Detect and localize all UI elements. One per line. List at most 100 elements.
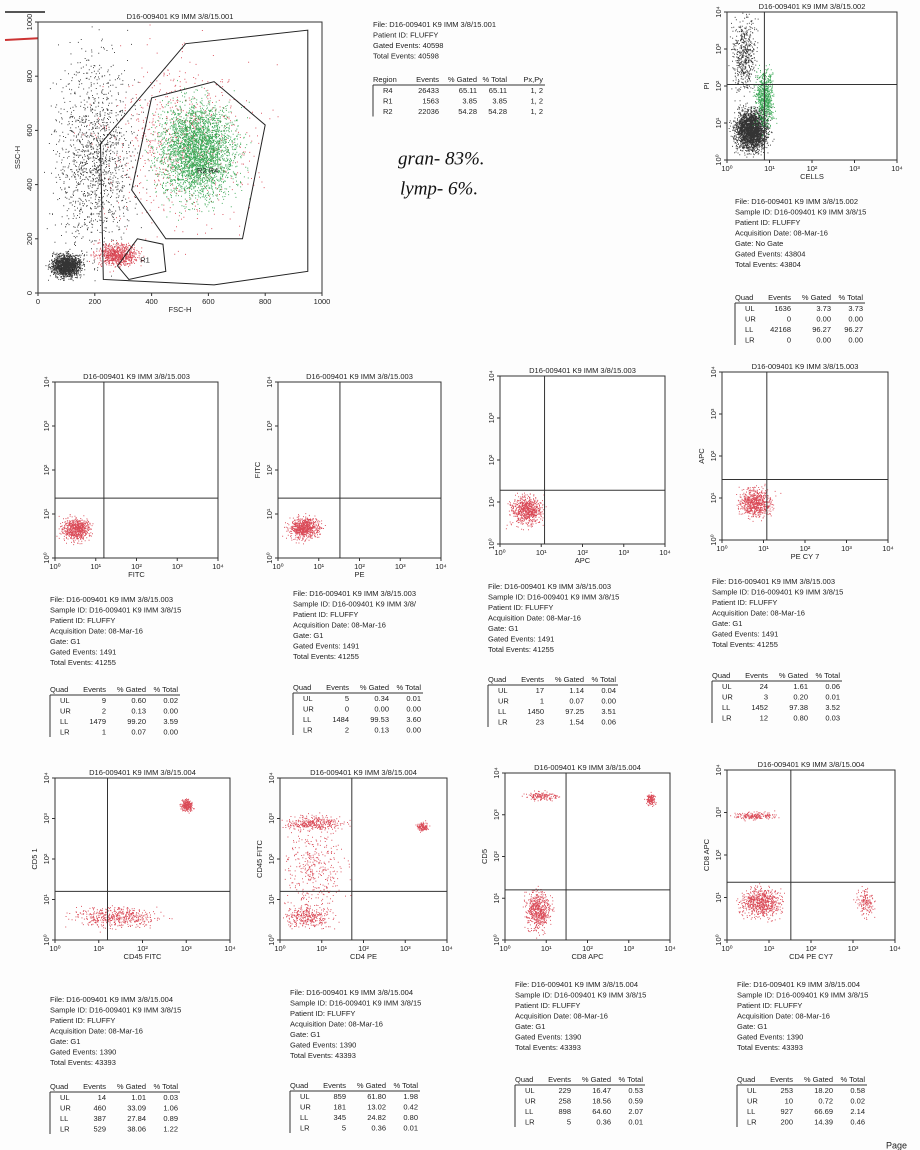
table-cell: 13.02: [367, 1102, 386, 1111]
x-tick-label: 10⁰: [49, 944, 60, 953]
table-cell: 0.00: [163, 706, 178, 715]
y-tick-label: 10³: [265, 420, 274, 431]
info-line: Gated Events: 43804: [735, 249, 805, 258]
info-line: Gate: G1: [712, 619, 742, 628]
table-cell: 65.11: [489, 86, 507, 95]
table-cell: 3.85: [462, 96, 477, 105]
table-cell: 64.60: [592, 1107, 611, 1116]
plot-title: D16-009401 K9 IMM 3/8/15.004: [310, 768, 417, 777]
info-line: Gate: G1: [737, 1022, 767, 1031]
table-cell: 3.59: [163, 717, 178, 726]
y-tick-label: 10²: [714, 80, 723, 91]
table-cell: R2: [383, 107, 393, 116]
table-header: % Total: [483, 75, 508, 84]
table-cell: 99.53: [370, 715, 389, 724]
x-tick-label: 10⁴: [889, 944, 901, 953]
table-cell: LL: [303, 715, 311, 724]
table-cell: UL: [60, 696, 70, 705]
table-cell: 927: [780, 1107, 793, 1116]
info-line: Acquisition Date: 08-Mar-16: [515, 1011, 608, 1020]
y-tick-label: 10²: [492, 851, 501, 862]
x-tick-label: 10³: [172, 562, 183, 571]
table-cell: 0.72: [818, 1096, 833, 1105]
info-line: File: D16-009401 K9 IMM 3/8/15.003: [488, 582, 611, 591]
y-axis-label: CD5 1: [30, 848, 39, 869]
table-cell: UL: [498, 686, 508, 695]
table-header: % Gated: [804, 1075, 833, 1084]
info-line: Patient ID: FLUFFY: [735, 218, 800, 227]
x-tick-label: 10³: [400, 944, 411, 953]
event-dots: [282, 513, 326, 545]
table-cell: 0.02: [850, 1096, 865, 1105]
info-line: Patient ID: FLUFFY: [515, 1001, 580, 1010]
table-cell: 3.52: [825, 703, 840, 712]
table-cell: 0: [345, 704, 349, 713]
x-tick-label: 10⁰: [494, 548, 505, 557]
table-cell: 253: [780, 1086, 793, 1095]
x-tick-label: 200: [89, 297, 102, 306]
table-cell: UR: [745, 314, 756, 323]
x-tick-label: 10³: [849, 164, 860, 173]
plot-frame: [54, 777, 231, 941]
table-cell: 859: [333, 1092, 346, 1101]
y-tick-label: 10³: [267, 813, 276, 824]
info-line: Gated Events: 1390: [515, 1032, 581, 1041]
x-axis-label: APC: [575, 556, 591, 565]
table-cell: LR: [60, 1124, 70, 1133]
y-tick-label: 10⁴: [714, 764, 723, 776]
x-tick-label: 10⁰: [274, 944, 285, 953]
table-header: Events: [548, 1075, 571, 1084]
table-cell: 898: [558, 1107, 571, 1116]
table-cell: 3.51: [601, 707, 616, 716]
info-line: Patient ID: FLUFFY: [373, 30, 438, 39]
table-cell: 9: [102, 696, 106, 705]
table-cell: 0.06: [601, 717, 616, 726]
x-axis-label: FSC-H: [169, 305, 192, 314]
y-tick-label: 10⁰: [267, 934, 276, 945]
table-cell: 460: [93, 1103, 106, 1112]
y-tick-label: 10⁴: [265, 376, 274, 388]
y-tick-label: 10⁴: [714, 6, 723, 18]
x-tick-label: 10¹: [90, 562, 101, 571]
table-cell: 0.06: [825, 682, 840, 691]
table-cell: 99.20: [127, 717, 146, 726]
table-cell: 529: [93, 1124, 106, 1133]
info-line: Sample ID: D16-009401 K9 IMM 3/8/15: [735, 207, 866, 216]
info-line: Gated Events: 1390: [50, 1047, 116, 1056]
table-header: Quad: [515, 1075, 533, 1084]
x-tick-label: 10²: [358, 944, 369, 953]
info-line: Total Events: 40598: [373, 51, 439, 60]
y-tick-label: 10⁴: [709, 366, 718, 378]
x-tick-label: 10³: [848, 944, 859, 953]
table-header: Events: [323, 1081, 346, 1090]
table-cell: UL: [60, 1093, 70, 1102]
table-cell: UL: [525, 1086, 535, 1095]
event-dots: [736, 883, 785, 923]
y-tick-label: 10¹: [487, 496, 496, 507]
y-tick-label: 10²: [709, 450, 718, 461]
table-cell: 0.00: [816, 335, 831, 344]
event-dots: [44, 26, 150, 282]
info-line: Total Events: 41255: [293, 652, 359, 661]
y-tick-label: 10³: [714, 43, 723, 54]
x-axis-label: FITC: [128, 570, 145, 579]
x-tick-label: 10⁰: [499, 944, 510, 953]
y-tick-label: 200: [25, 233, 34, 246]
table-cell: LL: [60, 717, 68, 726]
table-cell: R1: [383, 96, 393, 105]
y-tick-label: 10¹: [714, 117, 723, 128]
table-cell: 0.60: [131, 696, 146, 705]
x-tick-label: 10³: [181, 944, 192, 953]
x-tick-label: 10⁴: [441, 944, 453, 953]
x-tick-label: 10⁴: [659, 548, 671, 557]
x-axis-label: PE CY 7: [791, 552, 820, 561]
info-line: Patient ID: FLUFFY: [50, 1016, 115, 1025]
table-cell: 0.36: [596, 1117, 611, 1126]
table-cell: UR: [722, 692, 733, 701]
table-header: Events: [768, 293, 791, 302]
info-line: Sample ID: D16-009401 K9 IMM 3/8/: [293, 599, 417, 608]
table-header: % Total: [394, 1081, 419, 1090]
y-tick-label: 10¹: [265, 508, 274, 519]
table-cell: 1.01: [131, 1093, 146, 1102]
